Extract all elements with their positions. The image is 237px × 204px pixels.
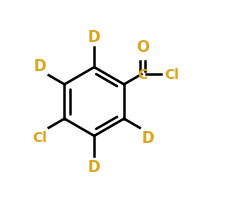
Text: D: D: [142, 130, 155, 145]
Text: C: C: [137, 68, 148, 82]
Text: Cl: Cl: [32, 130, 47, 144]
Text: D: D: [88, 159, 100, 174]
Text: O: O: [136, 40, 149, 55]
Text: Cl: Cl: [164, 68, 179, 82]
Text: D: D: [88, 30, 100, 45]
Text: D: D: [34, 59, 47, 74]
